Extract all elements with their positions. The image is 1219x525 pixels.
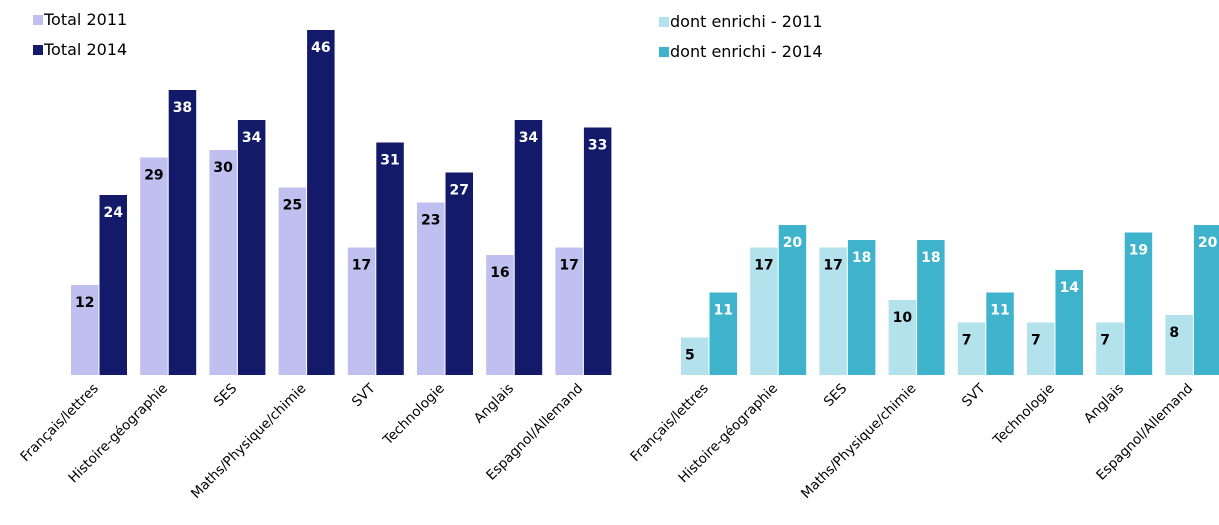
data-label-dont-enrichi-2014-espagnol-allemand: 20: [1198, 235, 1218, 251]
bar-dont-enrichi-2011-histoire-geographie: [750, 247, 778, 375]
bar-total-2014-espagnol-allemand: [583, 127, 612, 375]
data-label-total-2011-technologie: 23: [421, 213, 440, 229]
chart-dont-enrichi: dont enrichi - 2011 dont enrichi - 2014 5 1…: [627, 12, 1219, 502]
legend-label-dont-enrichi-2014: dont enrichi - 2014: [670, 42, 823, 61]
tick-label-svt: SVT: [959, 380, 989, 410]
data-label-dont-enrichi-2014-histoire-geographie: 20: [783, 235, 803, 251]
bar-dont-enrichi-2014-maths-physique-chimie: [917, 240, 945, 375]
data-label-dont-enrichi-2011-maths-physique-chimie: 10: [893, 310, 913, 326]
data-label-total-2014-ses: 34: [242, 130, 262, 146]
data-label-total-2014-espagnol-allemand: 33: [588, 138, 607, 154]
bar-dont-enrichi-2014-technologie: [1055, 270, 1083, 375]
bar-total-2011-anglais: [486, 255, 514, 375]
bar-dont-enrichi-2014-espagnol-allemand: [1193, 225, 1219, 375]
data-label-dont-enrichi-2014-technologie: 14: [1060, 280, 1080, 296]
bar-dont-enrichi-2014-ses: [847, 240, 876, 375]
data-label-dont-enrichi-2014-svt: 11: [990, 303, 1009, 319]
legend-swatch-dont-enrichi-2011: [659, 17, 669, 27]
tick-label-svt: SVT: [349, 380, 379, 410]
legend-label-total-2014: Total 2014: [43, 40, 127, 59]
bar-total-2014-svt: [376, 142, 404, 375]
data-label-dont-enrichi-2011-ses: 17: [823, 258, 842, 274]
data-label-total-2011-ses: 30: [213, 160, 233, 176]
legend-label-dont-enrichi-2011: dont enrichi - 2011: [670, 12, 823, 31]
tick-label-ses: SES: [821, 381, 850, 410]
tick-label-ses: SES: [211, 381, 240, 410]
bar-dont-enrichi-2011-espagnol-allemand: [1165, 315, 1193, 375]
bar-total-2011-francais-lettres: [71, 285, 99, 375]
tick-label-maths-physique-chimie: Maths/Physique/chimie: [798, 381, 919, 502]
data-label-dont-enrichi-2011-espagnol-allemand: 8: [1169, 325, 1179, 341]
bar-total-2011-ses: [209, 150, 237, 375]
bar-total-2011-espagnol-allemand: [555, 247, 583, 375]
bar-dont-enrichi-2011-francais-lettres: [681, 337, 709, 375]
data-label-dont-enrichi-2014-maths-physique-chimie: 18: [921, 250, 940, 266]
data-label-total-2014-histoire-geographie: 38: [173, 100, 192, 116]
bar-dont-enrichi-2014-anglais: [1124, 232, 1153, 375]
data-label-total-2011-francais-lettres: 12: [75, 295, 94, 311]
data-label-dont-enrichi-2011-histoire-geographie: 17: [754, 258, 773, 274]
bar-dont-enrichi-2011-technologie: [1027, 322, 1055, 375]
bar-dont-enrichi-2011-svt: [957, 322, 986, 375]
bar-total-2011-maths-physique-chimie: [278, 187, 307, 375]
data-label-total-2011-histoire-geographie: 29: [144, 168, 163, 184]
tick-label-technologie: Technologie: [989, 381, 1057, 449]
data-label-dont-enrichi-2014-anglais: 19: [1129, 243, 1148, 259]
tick-label-technologie: Technologie: [379, 381, 447, 449]
data-label-total-2014-technologie: 27: [450, 183, 469, 199]
bar-total-2011-technologie: [417, 202, 445, 375]
bar-total-2011-histoire-geographie: [140, 157, 168, 375]
bar-total-2011-svt: [347, 247, 376, 375]
data-label-dont-enrichi-2011-francais-lettres: 5: [685, 348, 695, 364]
bar-dont-enrichi-2014-francais-lettres: [709, 292, 737, 375]
bar-total-2014-maths-physique-chimie: [307, 30, 335, 375]
tick-label-anglais: Anglais: [471, 381, 517, 427]
data-label-dont-enrichi-2011-svt: 7: [962, 333, 972, 349]
data-label-dont-enrichi-2014-francais-lettres: 11: [714, 303, 733, 319]
bar-dont-enrichi-2011-maths-physique-chimie: [888, 300, 917, 375]
data-label-total-2014-svt: 31: [380, 153, 399, 169]
legend-swatch-total-2011: [33, 15, 43, 25]
data-label-total-2011-svt: 17: [352, 258, 371, 274]
legend-swatch-dont-enrichi-2014: [659, 47, 669, 57]
bar-total-2014-anglais: [514, 120, 543, 375]
legend-swatch-total-2014: [33, 45, 43, 55]
data-label-dont-enrichi-2011-technologie: 7: [1031, 333, 1041, 349]
tick-label-anglais: Anglais: [1081, 381, 1127, 427]
bar-dont-enrichi-2014-histoire-geographie: [778, 225, 807, 375]
data-label-total-2014-francais-lettres: 24: [104, 205, 124, 221]
bar-dont-enrichi-2011-anglais: [1096, 322, 1124, 375]
data-label-total-2011-maths-physique-chimie: 25: [283, 198, 302, 214]
data-label-total-2014-anglais: 34: [519, 130, 539, 146]
bar-total-2014-francais-lettres: [99, 195, 127, 375]
bar-total-2014-technologie: [445, 172, 473, 375]
data-label-dont-enrichi-2011-anglais: 7: [1100, 333, 1110, 349]
data-label-dont-enrichi-2014-ses: 18: [852, 250, 871, 266]
legend-label-total-2011: Total 2011: [43, 10, 127, 29]
bar-dont-enrichi-2014-svt: [986, 292, 1014, 375]
data-label-total-2014-maths-physique-chimie: 46: [311, 40, 330, 56]
bar-total-2014-ses: [237, 120, 266, 375]
data-label-total-2011-anglais: 16: [490, 265, 509, 281]
data-label-total-2011-espagnol-allemand: 17: [559, 258, 578, 274]
tick-label-maths-physique-chimie: Maths/Physique/chimie: [188, 381, 309, 502]
bar-total-2014-histoire-geographie: [168, 90, 197, 375]
bar-dont-enrichi-2011-ses: [819, 247, 847, 375]
